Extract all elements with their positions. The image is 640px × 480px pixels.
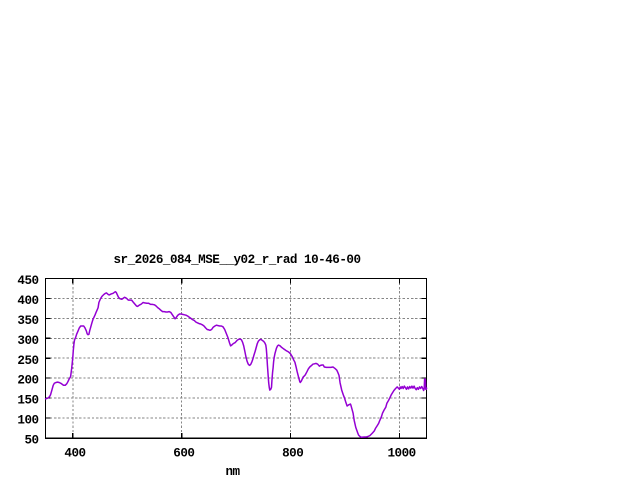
svg-text:800: 800	[282, 447, 303, 461]
svg-text:200: 200	[17, 374, 38, 388]
svg-text:1000: 1000	[387, 447, 415, 461]
svg-text:250: 250	[17, 354, 38, 368]
svg-text:400: 400	[64, 447, 85, 461]
svg-text:150: 150	[17, 394, 38, 408]
svg-text:sr_2026_084_MSE__y02_r_rad 10-: sr_2026_084_MSE__y02_r_rad 10-46-00	[113, 253, 360, 267]
svg-text:350: 350	[17, 314, 38, 328]
svg-text:400: 400	[17, 294, 38, 308]
svg-text:50: 50	[24, 434, 38, 448]
svg-text:nm: nm	[225, 465, 240, 479]
svg-text:300: 300	[17, 334, 38, 348]
svg-text:450: 450	[17, 274, 38, 288]
svg-text:100: 100	[17, 414, 38, 428]
svg-text:600: 600	[173, 447, 194, 461]
